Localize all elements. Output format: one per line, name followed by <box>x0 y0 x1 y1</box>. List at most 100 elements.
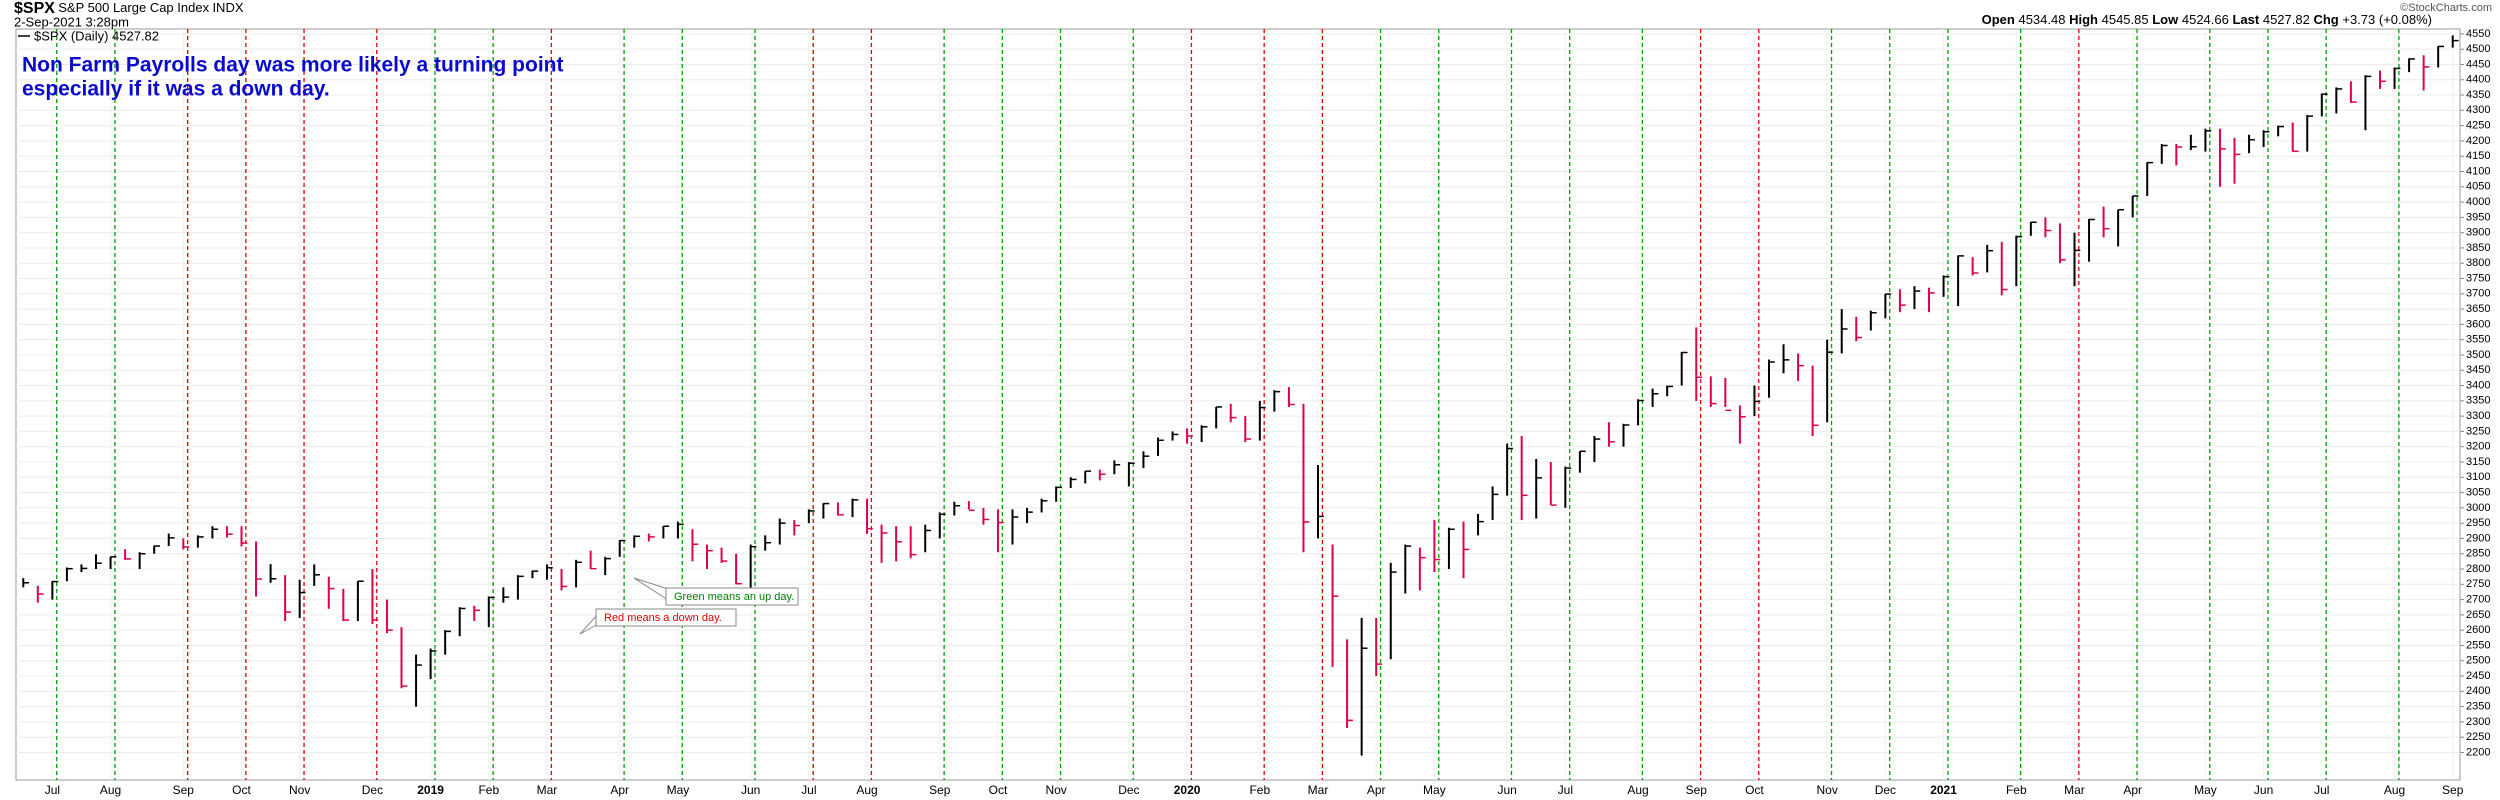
callout-box <box>665 587 799 606</box>
y-tick-label: 2450 <box>2466 670 2490 682</box>
legend-label: $SPX (Daily) 4527.82 <box>34 28 159 43</box>
x-tick-label: Oct <box>232 783 251 797</box>
quote-value: 4527.82 <box>2263 12 2310 27</box>
quote-label: Low <box>2152 12 2179 27</box>
callout-text: Green means an up day. <box>674 591 794 603</box>
x-tick-label: Aug <box>1627 783 1648 797</box>
y-tick-label: 3000 <box>2466 502 2490 514</box>
x-tick-label: Sep <box>1686 783 1708 797</box>
title: S&P 500 Large Cap Index <box>58 0 209 15</box>
x-tick-label: Feb <box>1249 783 1270 797</box>
quote-value: 4524.66 <box>2182 12 2229 27</box>
plot-area <box>16 29 2464 780</box>
y-tick-label: 2350 <box>2466 701 2490 713</box>
x-tick-label: Nov <box>289 783 310 797</box>
y-tick-label: 3300 <box>2466 410 2490 422</box>
y-tick-label: 2600 <box>2466 624 2490 636</box>
x-tick-label: Apr <box>2123 783 2142 797</box>
x-tick-label: Oct <box>989 783 1008 797</box>
y-tick-label: 4050 <box>2466 181 2490 193</box>
y-tick-label: 3150 <box>2466 456 2490 468</box>
y-tick-label: 3550 <box>2466 334 2490 346</box>
x-tick-label: Mar <box>1308 783 1329 797</box>
x-tick-label: Jun <box>1497 783 1516 797</box>
plot-frame <box>15 28 2461 781</box>
y-tick-label: 4250 <box>2466 120 2490 132</box>
y-tick-label: 2500 <box>2466 655 2490 667</box>
y-tick-label: 3850 <box>2466 242 2490 254</box>
quote-label: Chg <box>2313 12 2338 27</box>
exchange: INDX <box>212 0 243 15</box>
x-tick-label: May <box>1423 783 1446 797</box>
x-tick-label: May <box>2194 783 2217 797</box>
x-tick-label: Dec <box>1118 783 1139 797</box>
x-tick-label: Aug <box>100 783 121 797</box>
y-tick-label: 2700 <box>2466 593 2490 605</box>
y-tick-label: 2250 <box>2466 731 2490 743</box>
y-tick-label: 2650 <box>2466 609 2490 621</box>
y-tick-label: 3450 <box>2466 364 2490 376</box>
y-tick-label: 3950 <box>2466 211 2490 223</box>
y-tick-label: 4150 <box>2466 150 2490 162</box>
x-tick-label: 2021 <box>1930 783 1957 797</box>
y-tick-label: 4450 <box>2466 58 2490 70</box>
y-tick-label: 3650 <box>2466 303 2490 315</box>
y-tick-label: 4000 <box>2466 196 2490 208</box>
x-tick-label: Sep <box>173 783 195 797</box>
y-tick-label: 2800 <box>2466 563 2490 575</box>
y-tick-label: 4300 <box>2466 104 2490 116</box>
quote-value: 4534.48 <box>2018 12 2065 27</box>
x-tick-label: Jul <box>45 783 60 797</box>
y-tick-label: 2850 <box>2466 548 2490 560</box>
y-tick-label: 3200 <box>2466 441 2490 453</box>
y-tick-label: 2200 <box>2466 746 2490 758</box>
x-tick-label: 2019 <box>417 783 444 797</box>
quote-label: High <box>2069 12 2098 27</box>
x-tick-label: Dec <box>1875 783 1896 797</box>
y-tick-label: 3250 <box>2466 425 2490 437</box>
x-tick-label: Sep <box>929 783 951 797</box>
y-tick-label: 3350 <box>2466 395 2490 407</box>
x-tick-label: Aug <box>2384 783 2405 797</box>
y-tick-label: 3800 <box>2466 257 2490 269</box>
y-tick-label: 3400 <box>2466 379 2490 391</box>
y-tick-label: 4350 <box>2466 89 2490 101</box>
y-tick-label: 2750 <box>2466 578 2490 590</box>
quote-bar: Open 4534.48 High 4545.85 Low 4524.66 La… <box>1982 12 2432 27</box>
callout-box <box>595 608 737 627</box>
x-tick-label: Nov <box>1817 783 1838 797</box>
y-tick-label: 2400 <box>2466 685 2490 697</box>
x-tick-label: Sep <box>2442 783 2464 797</box>
x-tick-label: 2020 <box>1174 783 1201 797</box>
watermark: ©StockCharts.com <box>2400 2 2492 14</box>
x-tick-label: Feb <box>478 783 499 797</box>
x-tick-label: Jun <box>741 783 760 797</box>
x-tick-label: Feb <box>2006 783 2027 797</box>
x-tick-label: Jul <box>1558 783 1573 797</box>
callout-text: Red means a down day. <box>604 612 722 624</box>
y-tick-label: 2950 <box>2466 517 2490 529</box>
y-tick-label: 3600 <box>2466 318 2490 330</box>
quote-value: 4545.85 <box>2102 12 2149 27</box>
x-tick-label: Jul <box>801 783 816 797</box>
quote-label: Open <box>1982 12 2015 27</box>
y-tick-label: 2900 <box>2466 532 2490 544</box>
annotation-line: Non Farm Payrolls day was more likely a … <box>22 54 563 77</box>
y-tick-label: 3900 <box>2466 227 2490 239</box>
x-tick-label: Mar <box>2064 783 2085 797</box>
y-tick-label: 4550 <box>2466 28 2490 40</box>
timestamp: 2-Sep-2021 3:28pm <box>14 14 129 29</box>
x-tick-label: Aug <box>856 783 877 797</box>
annotations: Non Farm Payrolls day was more likely a … <box>22 54 799 635</box>
x-tick-label: Apr <box>610 783 629 797</box>
x-tick-label: Oct <box>1745 783 1764 797</box>
x-tick-label: Mar <box>537 783 558 797</box>
y-tick-label: 4500 <box>2466 43 2490 55</box>
y-tick-label: 4100 <box>2466 165 2490 177</box>
y-tick-label: 3500 <box>2466 349 2490 361</box>
header: $SPX S&P 500 Large Cap Index INDX <box>14 0 244 17</box>
x-tick-label: Jun <box>2254 783 2273 797</box>
y-tick-label: 2300 <box>2466 716 2490 728</box>
y-tick-label: 3750 <box>2466 272 2490 284</box>
